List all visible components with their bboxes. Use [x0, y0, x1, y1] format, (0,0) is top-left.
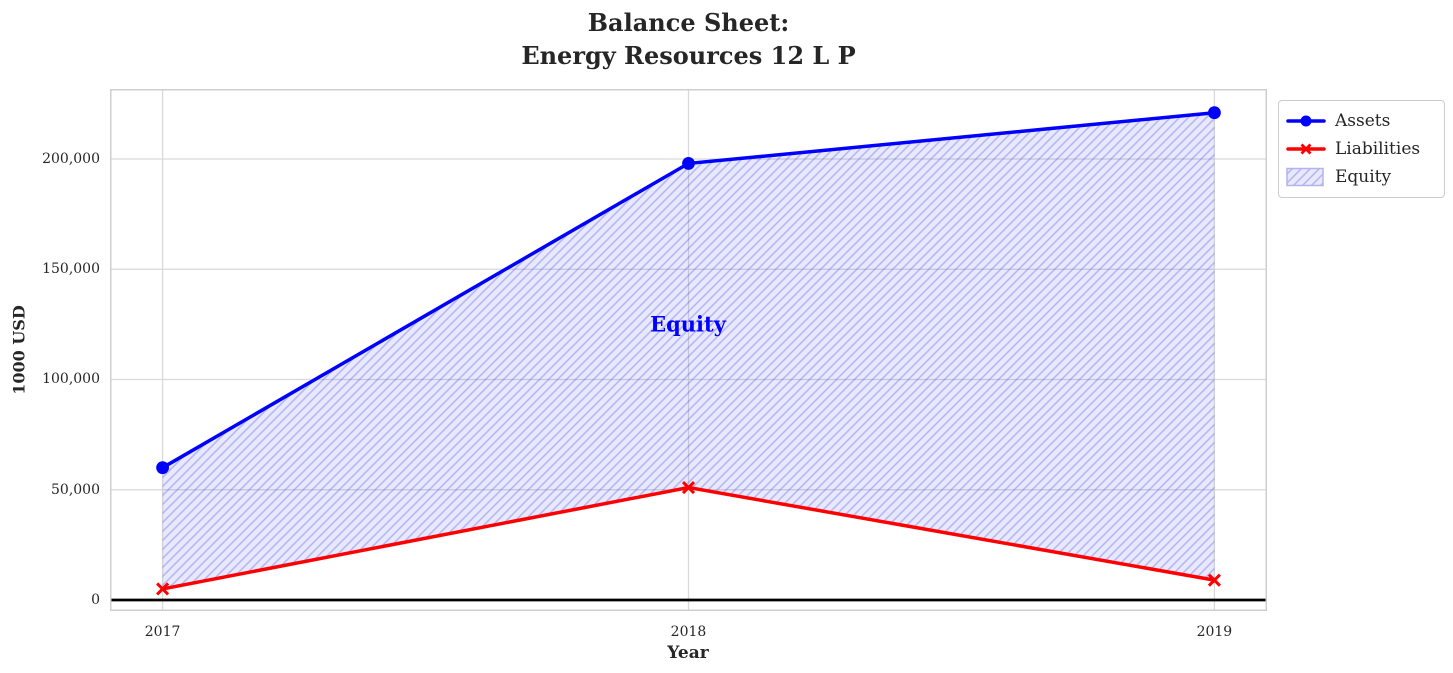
- marker-x-liabilities: [156, 582, 170, 596]
- marker-circle-assets: [156, 461, 169, 475]
- x-tick-2017: 2017: [144, 624, 181, 640]
- marker-x-liabilities: [681, 480, 696, 495]
- y-tick-0: 0: [91, 591, 100, 608]
- legend-swatch-liabilities-icon: [1286, 143, 1326, 155]
- legend-entry-equity: Equity: [1286, 163, 1436, 191]
- legend: Assets Liabilities Equity: [1278, 100, 1445, 198]
- chart-title-line1: Balance Sheet:: [587, 8, 790, 37]
- marker-x-liabilities: [1207, 573, 1221, 587]
- marker-circle-assets: [1208, 106, 1221, 120]
- y-tick-150000: 150,000: [42, 261, 100, 278]
- chart-canvas: [110, 89, 1267, 611]
- legend-swatch-equity-icon: [1286, 167, 1324, 187]
- axes-spines: [110, 89, 1267, 611]
- marker-circle-assets: [682, 157, 695, 170]
- plot-area: [110, 89, 1267, 611]
- x-axis-label: Year: [667, 643, 709, 663]
- x-tick-2018: 2018: [670, 624, 707, 640]
- x-tick-2019: 2019: [1196, 624, 1233, 640]
- legend-swatch-assets-icon: [1286, 115, 1326, 127]
- legend-label-assets: Assets: [1335, 111, 1391, 131]
- y-tick-200000: 200,000: [42, 151, 100, 167]
- equity-area-label: Equity: [650, 311, 726, 337]
- chart-title: Balance Sheet: Energy Resources 12 L P: [110, 6, 1267, 72]
- chart-title-line2: Energy Resources 12 L P: [521, 41, 856, 70]
- y-tick-50000: 50,000: [51, 481, 100, 498]
- legend-entry-assets: Assets: [1286, 107, 1436, 135]
- legend-label-liabilities: Liabilities: [1335, 139, 1421, 159]
- legend-entry-liabilities: Liabilities: [1286, 135, 1436, 163]
- equity-area-hatch: [162, 112, 1215, 589]
- legend-label-equity: Equity: [1335, 167, 1392, 187]
- y-tick-100000: 100,000: [42, 371, 100, 388]
